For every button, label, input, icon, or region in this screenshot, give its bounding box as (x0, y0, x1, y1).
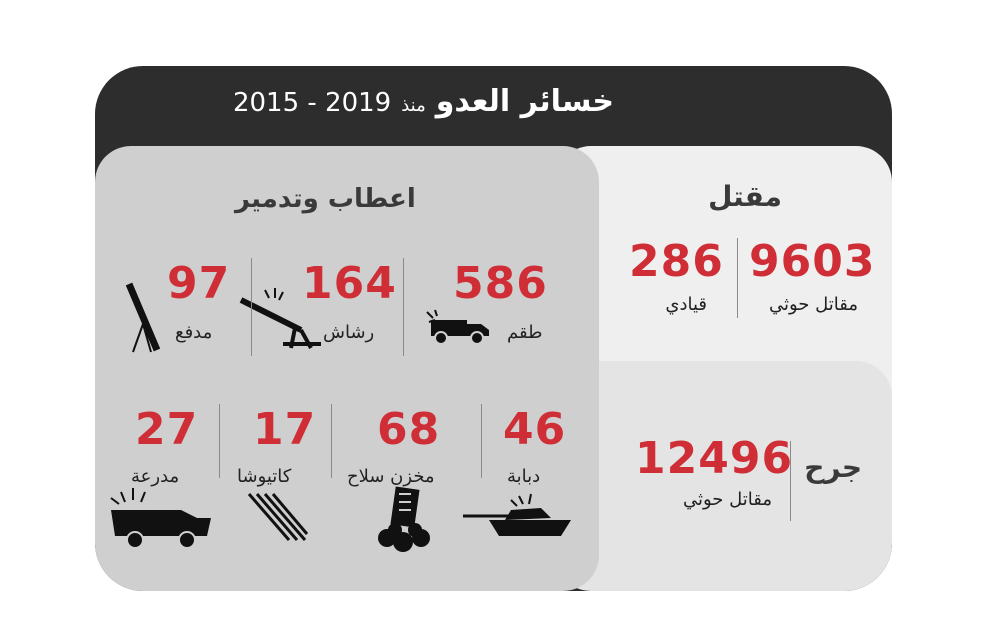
header-years: 2015 - 2019 (232, 88, 392, 118)
header-since: منذ (401, 95, 426, 116)
enemy-losses-card: خسائر العدو منذ 2015 - 2019 مقتل 9603 مق… (95, 66, 892, 591)
killed-label: مقتل (708, 180, 782, 213)
wounded-label: جرح (804, 451, 862, 484)
killed-divider (737, 238, 738, 318)
item-label: رشاش (323, 322, 375, 343)
row2-divider-a (481, 404, 482, 478)
mortar-icon (125, 282, 161, 353)
item-value: 27 (135, 404, 199, 455)
row2-divider-c (219, 404, 220, 478)
killed-leaders-value: 286 (629, 236, 724, 287)
header-title: خسائر العدو منذ 2015 - 2019 (233, 84, 614, 124)
item-value: 586 (453, 258, 548, 309)
item-label: دبابة (507, 466, 541, 487)
item-value: 164 (302, 258, 397, 309)
tank-icon (463, 493, 571, 536)
header-main-title: خسائر العدو (435, 84, 614, 119)
wounded-fighters-value: 12496 (635, 433, 794, 484)
machine-gun-icon (239, 288, 321, 349)
wounded-fighters-label: مقاتل حوثي (682, 489, 772, 510)
row1-divider-a (403, 258, 404, 356)
item-value: 97 (167, 258, 231, 309)
weapons-depot-icon (378, 486, 430, 552)
item-label: مدفع (175, 322, 213, 343)
item-value: 17 (253, 404, 317, 455)
killed-fighters-value: 9603 (749, 236, 876, 287)
wounded-divider (790, 441, 791, 521)
killed-fighters-label: مقاتل حوثي (768, 294, 858, 315)
item-value: 46 (503, 404, 567, 455)
katyusha-icon (247, 493, 309, 541)
destroyed-label: اعطاب وتدمير (235, 184, 416, 214)
destroyed-panel: اعطاب وتدمير 586 طقم 164 رشاش 97 مدفع 46… (95, 146, 599, 591)
armored-vehicle-icon (110, 488, 211, 549)
row2-divider-b (331, 404, 332, 478)
pickup-truck-icon (426, 309, 489, 345)
item-label: طقم (507, 322, 543, 343)
item-label: مخزن سلاح (347, 466, 435, 487)
row1-divider-b (251, 258, 252, 356)
item-value: 68 (377, 404, 441, 455)
item-label: كاتيوشا (237, 466, 292, 487)
wounded-panel: جرح 12496 مقاتل حوثي (555, 361, 892, 591)
item-label: مدرعة (131, 466, 180, 487)
killed-leaders-label: قيادي (665, 294, 707, 315)
